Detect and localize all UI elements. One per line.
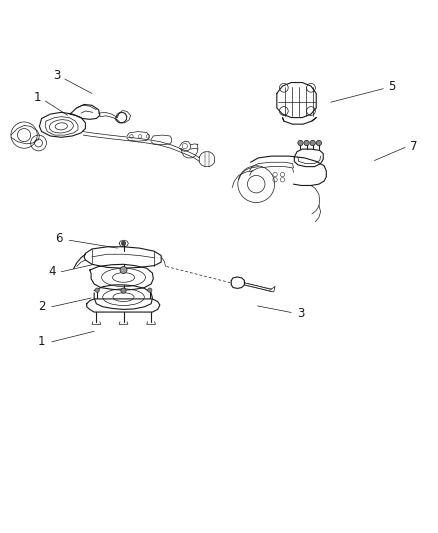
Text: 1: 1 [33,91,41,104]
Circle shape [121,288,126,293]
Text: 1: 1 [38,335,46,349]
Circle shape [298,140,303,146]
Circle shape [304,140,309,146]
Text: 5: 5 [389,79,396,93]
Text: 4: 4 [48,265,56,278]
Text: 3: 3 [53,69,60,83]
Text: 3: 3 [298,308,305,320]
Text: 7: 7 [410,140,418,152]
Circle shape [316,140,321,146]
Text: 6: 6 [55,231,63,245]
Circle shape [148,288,152,292]
Text: 2: 2 [38,300,46,313]
Circle shape [310,140,315,146]
Circle shape [95,288,99,292]
Circle shape [120,266,127,273]
Circle shape [121,241,126,246]
